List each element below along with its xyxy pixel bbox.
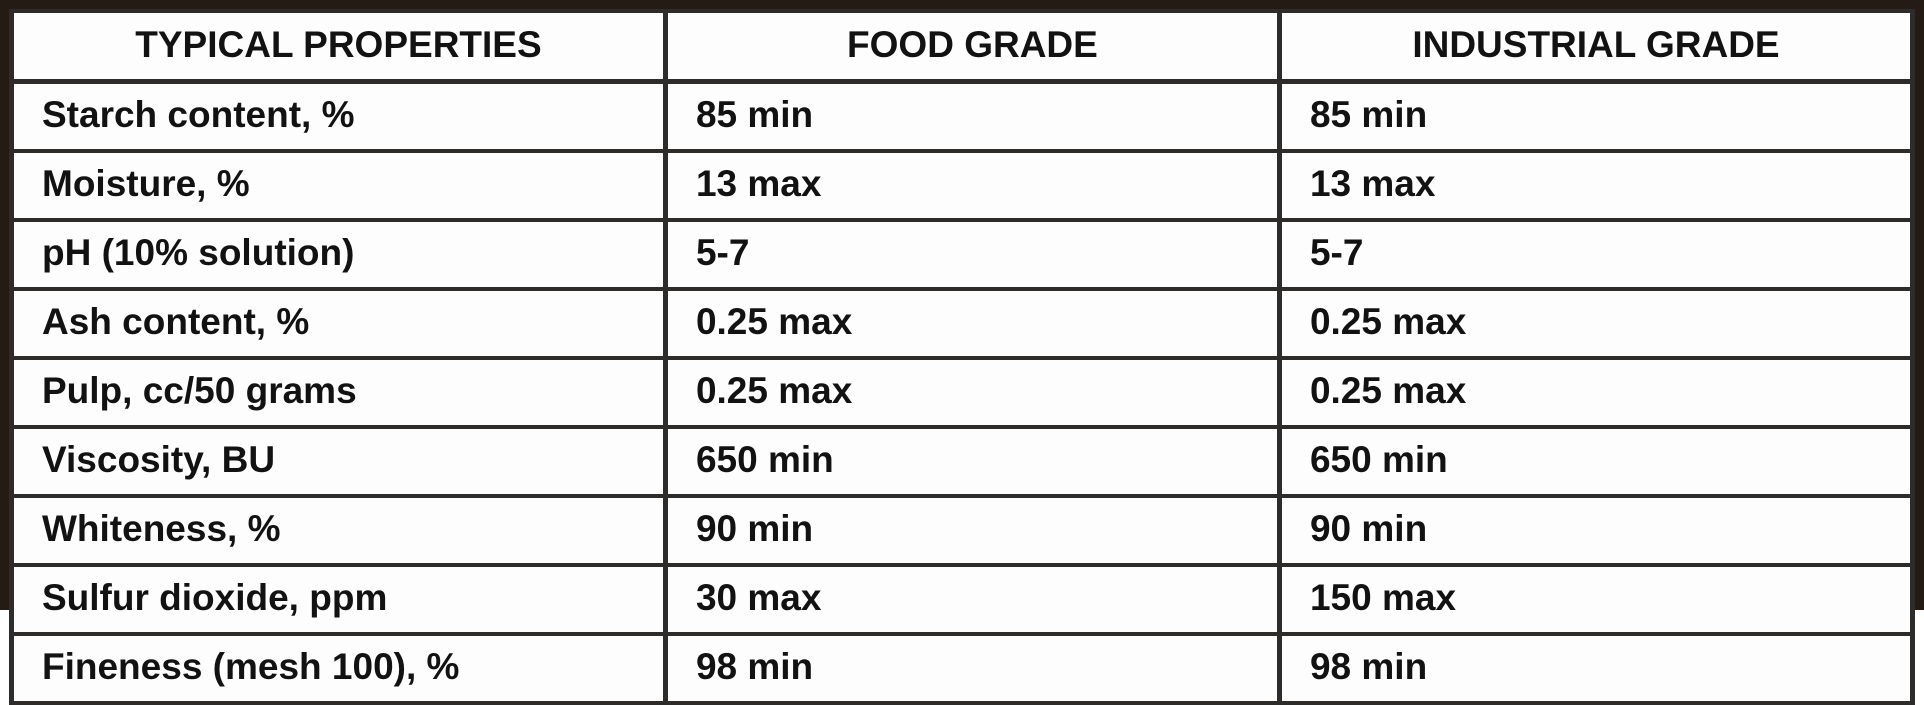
typical-properties-table: TYPICAL PROPERTIES FOOD GRADE INDUSTRIAL… <box>9 9 1916 705</box>
table-row: pH (10% solution) 5-7 5-7 <box>9 218 1916 291</box>
column-header-food-grade: FOOD GRADE <box>662 9 1282 84</box>
food-grade-cell: 13 max <box>662 149 1282 222</box>
property-cell: pH (10% solution) <box>9 218 668 291</box>
food-grade-cell: 5-7 <box>662 218 1282 291</box>
industrial-grade-cell: 90 min <box>1276 494 1916 567</box>
property-cell: Moisture, % <box>9 149 668 222</box>
industrial-grade-cell: 0.25 max <box>1276 356 1916 429</box>
food-grade-cell: 0.25 max <box>662 287 1282 360</box>
table-row: Viscosity, BU 650 min 650 min <box>9 425 1916 498</box>
food-grade-cell: 98 min <box>662 632 1282 705</box>
industrial-grade-cell: 13 max <box>1276 149 1916 222</box>
property-cell: Pulp, cc/50 grams <box>9 356 668 429</box>
table-row: Whiteness, % 90 min 90 min <box>9 494 1916 567</box>
industrial-grade-cell: 650 min <box>1276 425 1916 498</box>
table-row: Fineness (mesh 100), % 98 min 98 min <box>9 632 1916 705</box>
industrial-grade-cell: 5-7 <box>1276 218 1916 291</box>
industrial-grade-cell: 98 min <box>1276 632 1916 705</box>
food-grade-cell: 650 min <box>662 425 1282 498</box>
property-cell: Fineness (mesh 100), % <box>9 632 668 705</box>
property-cell: Viscosity, BU <box>9 425 668 498</box>
industrial-grade-cell: 0.25 max <box>1276 287 1916 360</box>
food-grade-cell: 90 min <box>662 494 1282 567</box>
table-row: Starch content, % 85 min 85 min <box>9 79 1916 153</box>
industrial-grade-cell: 85 min <box>1276 79 1916 153</box>
column-header-typical-properties: TYPICAL PROPERTIES <box>9 9 668 84</box>
table-row: Moisture, % 13 max 13 max <box>9 149 1916 222</box>
property-cell: Whiteness, % <box>9 494 668 567</box>
food-grade-cell: 0.25 max <box>662 356 1282 429</box>
table-header: TYPICAL PROPERTIES FOOD GRADE INDUSTRIAL… <box>9 9 1916 84</box>
food-grade-cell: 85 min <box>662 79 1282 153</box>
food-grade-cell: 30 max <box>662 563 1282 636</box>
column-header-industrial-grade: INDUSTRIAL GRADE <box>1276 9 1916 84</box>
header-row: TYPICAL PROPERTIES FOOD GRADE INDUSTRIAL… <box>9 9 1916 84</box>
industrial-grade-cell: 150 max <box>1276 563 1916 636</box>
property-cell: Starch content, % <box>9 79 668 153</box>
table-row: Ash content, % 0.25 max 0.25 max <box>9 287 1916 360</box>
property-cell: Sulfur dioxide, ppm <box>9 563 668 636</box>
table-row: Pulp, cc/50 grams 0.25 max 0.25 max <box>9 356 1916 429</box>
table-row: Sulfur dioxide, ppm 30 max 150 max <box>9 563 1916 636</box>
property-cell: Ash content, % <box>9 287 668 360</box>
